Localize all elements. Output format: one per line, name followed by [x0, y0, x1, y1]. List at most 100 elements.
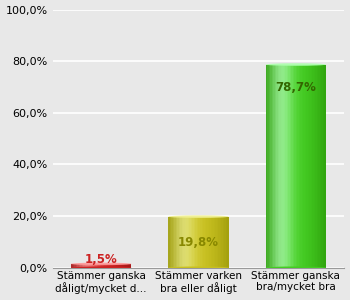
Bar	[72, 264, 74, 268]
Text: 78,7%: 78,7%	[275, 81, 316, 94]
Bar	[306, 64, 308, 268]
Bar	[122, 264, 124, 268]
Bar	[106, 264, 107, 268]
Bar	[318, 64, 320, 268]
Bar	[204, 217, 206, 268]
Bar	[107, 264, 109, 268]
Bar	[77, 264, 78, 268]
Bar	[86, 264, 88, 268]
Text: 19,8%: 19,8%	[178, 236, 219, 249]
Bar	[296, 64, 297, 268]
Bar	[125, 264, 127, 268]
Bar	[323, 64, 324, 268]
Bar	[100, 264, 101, 268]
Bar	[88, 264, 89, 268]
Bar	[294, 64, 296, 268]
Bar	[194, 217, 196, 268]
Bar	[85, 264, 86, 268]
Bar	[94, 264, 95, 268]
Bar	[118, 264, 119, 268]
Ellipse shape	[168, 215, 229, 218]
Bar	[92, 264, 94, 268]
Bar	[275, 64, 276, 268]
Bar	[270, 64, 272, 268]
Bar	[282, 64, 284, 268]
Bar	[219, 217, 221, 268]
Bar	[180, 217, 182, 268]
Ellipse shape	[71, 266, 131, 269]
Bar	[82, 264, 83, 268]
Bar	[297, 64, 299, 268]
Bar	[221, 217, 223, 268]
Bar	[179, 217, 180, 268]
Bar	[83, 264, 85, 268]
Bar	[305, 64, 306, 268]
Bar	[101, 264, 103, 268]
Bar	[172, 217, 173, 268]
Bar	[110, 264, 112, 268]
Bar	[281, 64, 282, 268]
Bar	[104, 264, 106, 268]
Bar	[300, 64, 302, 268]
Bar	[287, 64, 288, 268]
Bar	[209, 217, 211, 268]
Bar	[115, 264, 116, 268]
Bar	[98, 264, 100, 268]
Bar	[208, 217, 209, 268]
Bar	[170, 217, 172, 268]
Bar	[191, 217, 193, 268]
Bar	[291, 64, 293, 268]
Bar	[309, 64, 311, 268]
Bar	[121, 264, 122, 268]
Bar	[177, 217, 179, 268]
Bar	[80, 264, 82, 268]
Bar	[214, 217, 215, 268]
Bar	[188, 217, 189, 268]
Bar	[303, 64, 305, 268]
Bar	[193, 217, 194, 268]
Bar	[321, 64, 323, 268]
Bar	[276, 64, 278, 268]
Bar	[197, 217, 198, 268]
Bar	[116, 264, 118, 268]
Bar	[74, 264, 76, 268]
Bar	[185, 217, 187, 268]
Text: 1,5%: 1,5%	[85, 253, 118, 266]
Bar	[269, 64, 270, 268]
Bar	[113, 264, 115, 268]
Bar	[226, 217, 227, 268]
Bar	[202, 217, 203, 268]
Bar	[223, 217, 224, 268]
Bar	[285, 64, 287, 268]
Bar	[211, 217, 212, 268]
Bar	[119, 264, 121, 268]
Bar	[189, 217, 191, 268]
Bar	[217, 217, 218, 268]
Bar	[272, 64, 273, 268]
Bar	[198, 217, 200, 268]
Bar	[78, 264, 80, 268]
Bar	[278, 64, 279, 268]
Bar	[293, 64, 294, 268]
Bar	[128, 264, 130, 268]
Bar	[200, 217, 202, 268]
Bar	[168, 217, 170, 268]
Bar	[315, 64, 317, 268]
Bar	[288, 64, 290, 268]
Bar	[91, 264, 92, 268]
Bar	[313, 64, 314, 268]
Bar	[218, 217, 219, 268]
Bar	[311, 64, 313, 268]
Bar	[112, 264, 113, 268]
Bar	[174, 217, 176, 268]
Bar	[302, 64, 303, 268]
Bar	[317, 64, 318, 268]
Bar	[176, 217, 177, 268]
Ellipse shape	[266, 266, 326, 269]
Bar	[203, 217, 204, 268]
Bar	[206, 217, 208, 268]
Ellipse shape	[71, 262, 131, 265]
Bar	[173, 217, 174, 268]
Bar	[212, 217, 214, 268]
Bar	[279, 64, 281, 268]
